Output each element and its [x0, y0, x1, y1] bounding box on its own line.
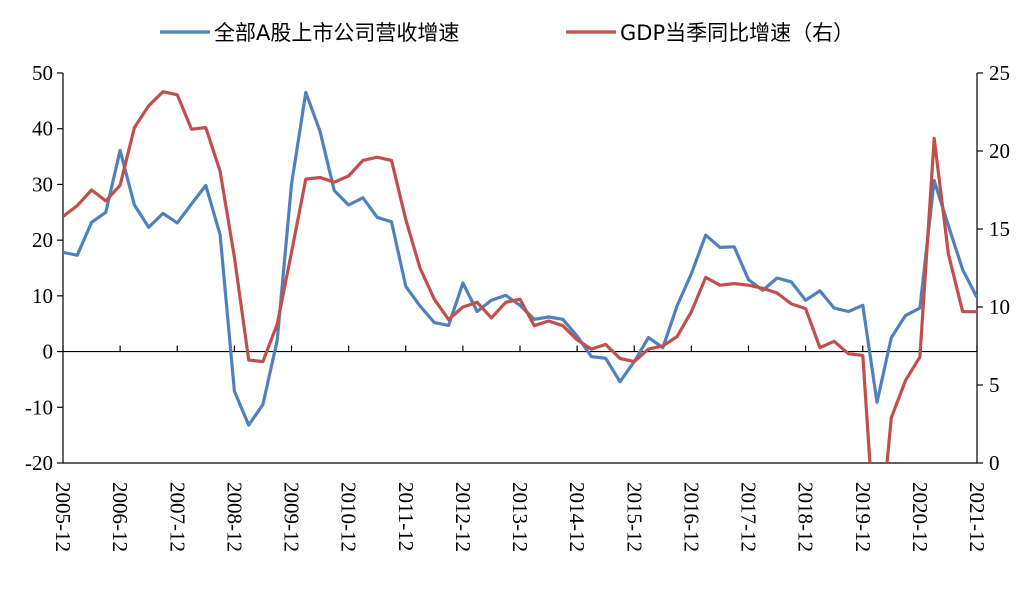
- x-tick-label: 2007-12: [165, 482, 189, 552]
- x-tick-label: 2016-12: [679, 482, 703, 552]
- left-tick-label: 10: [32, 284, 53, 308]
- x-tick-label: 2020-12: [908, 482, 932, 552]
- x-tick-label: 2012-12: [451, 482, 475, 552]
- right-tick-label: 25: [989, 61, 1010, 85]
- x-tick-label: 2021-12: [965, 482, 989, 552]
- left-tick-label: 40: [32, 117, 53, 141]
- x-tick-label: 2011-12: [394, 482, 418, 551]
- x-tick-label: 2006-12: [108, 482, 132, 552]
- x-tick-label: 2017-12: [737, 482, 761, 552]
- right-tick-label: 20: [989, 139, 1010, 163]
- right-tick-label: 15: [989, 217, 1010, 241]
- x-tick-label: 2010-12: [337, 482, 361, 552]
- legend-label-gdp: GDP当季同比增速（右）: [620, 21, 854, 45]
- left-tick-label: -20: [25, 451, 53, 475]
- x-tick-label: 2018-12: [794, 482, 818, 552]
- left-tick-label: -10: [25, 395, 53, 419]
- x-tick-label: 2014-12: [565, 482, 589, 552]
- left-tick-label: 30: [32, 172, 53, 196]
- x-tick-label: 2005-12: [51, 482, 75, 552]
- x-tick-label: 2008-12: [222, 482, 246, 552]
- right-tick-label: 5: [989, 373, 1000, 397]
- left-tick-label: 50: [32, 61, 53, 85]
- x-tick-label: 2009-12: [280, 482, 304, 552]
- x-tick-label: 2013-12: [508, 482, 532, 552]
- x-tick-label: 2019-12: [851, 482, 875, 552]
- right-tick-label: 10: [989, 295, 1010, 319]
- legend: 全部A股上市公司营收增速 GDP当季同比增速（右）: [160, 21, 854, 45]
- series-line-revenue: [63, 90, 977, 427]
- series-line-gdp: [63, 90, 977, 463]
- plot-area: [63, 90, 977, 463]
- legend-label-revenue: 全部A股上市公司营收增速: [214, 21, 459, 45]
- left-tick-label: 0: [43, 340, 54, 364]
- right-tick-label: 0: [989, 451, 1000, 475]
- axes: -20 -10 0 10 20 30 40 50 0 5 10 15 20 25 2005-12 2006-1…: [25, 61, 1010, 552]
- x-tick-label: 2015-12: [622, 482, 646, 552]
- left-tick-label: 20: [32, 228, 53, 252]
